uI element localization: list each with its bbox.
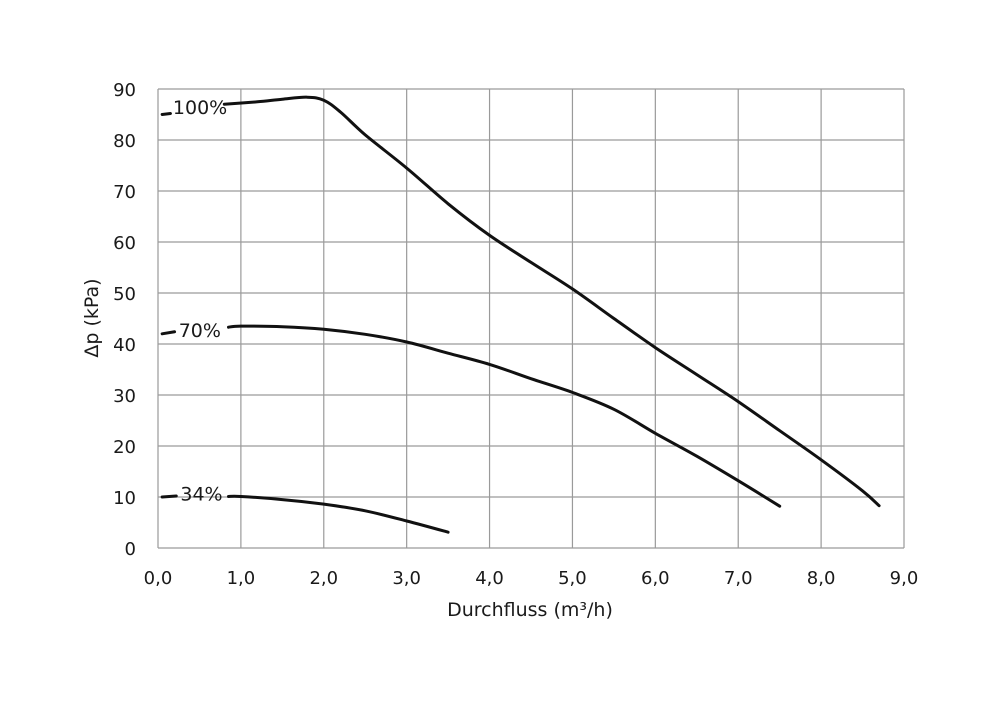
series-label-70-percent: 70% — [179, 320, 221, 342]
x-tick-label: 6,0 — [641, 568, 670, 589]
y-tick-label: 20 — [113, 437, 136, 458]
x-axis-label: Durchfluss (m³/h) — [447, 599, 613, 621]
x-tick-label: 2,0 — [309, 568, 338, 589]
y-tick-label: 10 — [113, 488, 136, 509]
grid — [157, 88, 905, 549]
x-tick-label: 4,0 — [475, 568, 504, 589]
y-tick-label: 60 — [113, 233, 136, 254]
x-tick-label: 8,0 — [807, 568, 836, 589]
x-tick-label: 3,0 — [392, 568, 421, 589]
series-label-100-percent: 100% — [173, 97, 227, 119]
tick-labels: 0,0 1,0 2,0 3,0 4,0 5,0 6,0 7,0 8,0 9,0 0 10 20 30 40 5… — [113, 80, 918, 589]
y-tick-label: 70 — [113, 182, 136, 203]
y-tick-label: 90 — [113, 80, 136, 101]
x-tick-label: 0,0 — [144, 568, 173, 589]
y-tick-label: 50 — [113, 284, 136, 305]
series-line-34-percent — [227, 494, 450, 534]
y-axis-label: Δp (kPa) — [81, 278, 103, 357]
series-leader-34-percent — [160, 494, 178, 499]
y-tick-label: 0 — [125, 539, 136, 560]
y-tick-label: 30 — [113, 386, 136, 407]
x-tick-label: 9,0 — [890, 568, 919, 589]
series-line-70-percent — [227, 324, 782, 508]
x-tick-label: 7,0 — [724, 568, 753, 589]
series-lines: 100% 70% 34% — [160, 95, 881, 534]
series-line-100-percent — [222, 95, 881, 508]
x-tick-label: 1,0 — [227, 568, 256, 589]
y-tick-label: 40 — [113, 335, 136, 356]
series-label-34-percent: 34% — [180, 483, 222, 505]
series-leader-70-percent — [160, 330, 177, 336]
x-tick-label: 5,0 — [558, 568, 587, 589]
series-leader-100-percent — [160, 111, 172, 116]
y-tick-label: 80 — [113, 131, 136, 152]
